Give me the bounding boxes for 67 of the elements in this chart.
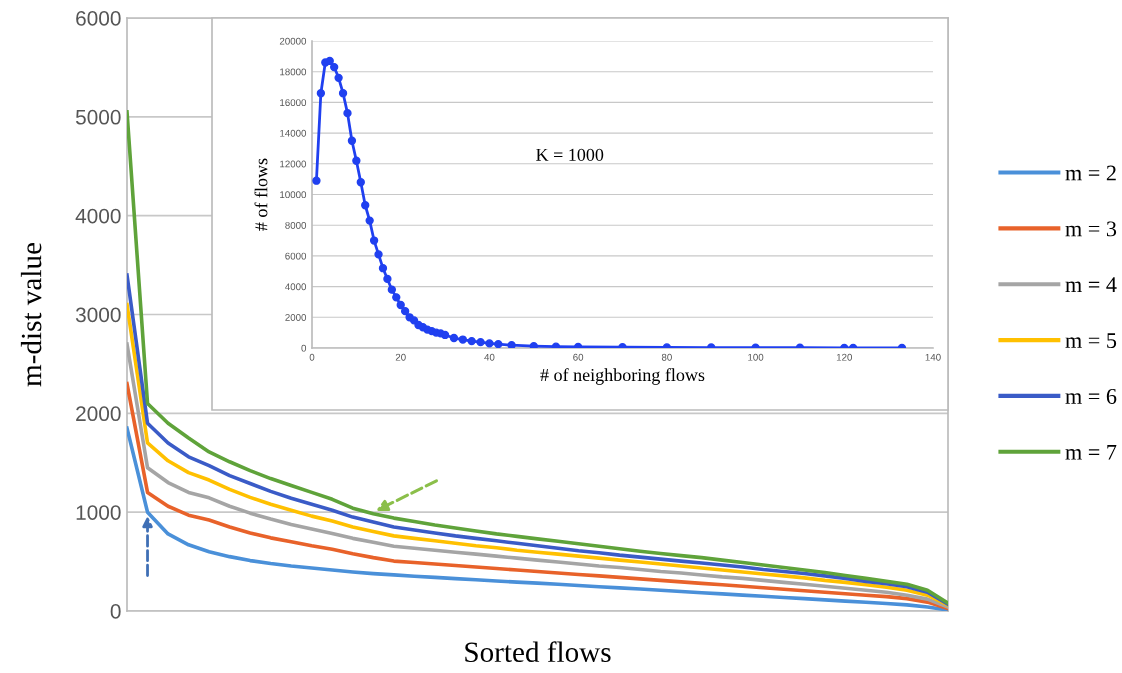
point [494, 339, 503, 348]
point [356, 178, 365, 187]
point [485, 339, 494, 348]
y-tick-label: 2000 [76, 406, 121, 422]
point [369, 236, 379, 245]
x-tick-label: 100 [748, 353, 764, 361]
point [458, 335, 467, 344]
legend-label: m = 5 [1065, 333, 1117, 349]
x-tick-label: 120 [836, 353, 853, 361]
x-tick-label: 40 [484, 353, 495, 361]
y-tick-label: 0 [110, 604, 121, 619]
point [325, 56, 334, 66]
point [529, 341, 538, 348]
point [352, 156, 361, 165]
point [449, 333, 459, 343]
legend-label: m = 7 [1065, 444, 1117, 460]
point [361, 201, 370, 210]
y-tick-label: 1000 [76, 505, 121, 520]
y-tick-label: 6000 [76, 11, 121, 26]
y-axis-title: m-dist value [20, 243, 42, 387]
y-tick-label: 0 [301, 344, 307, 352]
legend-label: m = 3 [1065, 221, 1117, 237]
y-tick-label: 14000 [280, 129, 307, 137]
point [383, 274, 392, 284]
y-tick-label: 3000 [75, 307, 121, 323]
legend-label: m = 2 [1065, 165, 1116, 181]
point [507, 341, 516, 348]
x-tick-label: 60 [573, 353, 584, 361]
y-tick-label: 5000 [75, 109, 121, 125]
point [387, 285, 397, 294]
point [378, 264, 388, 273]
y-tick-label: 20000 [279, 37, 307, 45]
point [476, 337, 485, 347]
line-series [127, 110, 948, 605]
annotation: K = 1000 [536, 148, 604, 161]
y-tick-label: 4000 [285, 283, 307, 291]
x-tick-label: 80 [661, 353, 672, 361]
point [330, 62, 339, 72]
y-tick-label: 18000 [280, 68, 307, 76]
x-tick-label: 140 [925, 353, 941, 361]
point [334, 73, 343, 83]
point [365, 216, 374, 225]
point [440, 330, 450, 340]
y-tick-label: 12000 [280, 160, 307, 168]
y-tick-label: 10000 [280, 191, 307, 199]
point [400, 306, 410, 316]
legend-label: m = 6 [1065, 388, 1117, 404]
point [312, 176, 321, 185]
y-tick-label: 2000 [285, 314, 307, 321]
y-axis-title: # of flows [254, 158, 268, 231]
point [374, 250, 383, 259]
point [316, 89, 326, 98]
legend-label: m = 4 [1065, 277, 1117, 292]
y-tick-label: 16000 [280, 99, 307, 107]
y-tick-label: 6000 [285, 252, 307, 260]
point [347, 136, 357, 145]
x-tick-label: 0 [309, 353, 315, 361]
point [338, 89, 348, 98]
x-axis-title: Sorted flows [465, 641, 611, 663]
point [343, 108, 352, 118]
y-tick-label: 4000 [75, 208, 121, 224]
point [467, 336, 476, 346]
x-axis-title: # of neighboring flows [540, 368, 705, 385]
x-tick-label: 20 [395, 353, 406, 361]
point [392, 293, 401, 302]
y-tick-label: 8000 [285, 221, 307, 229]
point [396, 300, 405, 310]
